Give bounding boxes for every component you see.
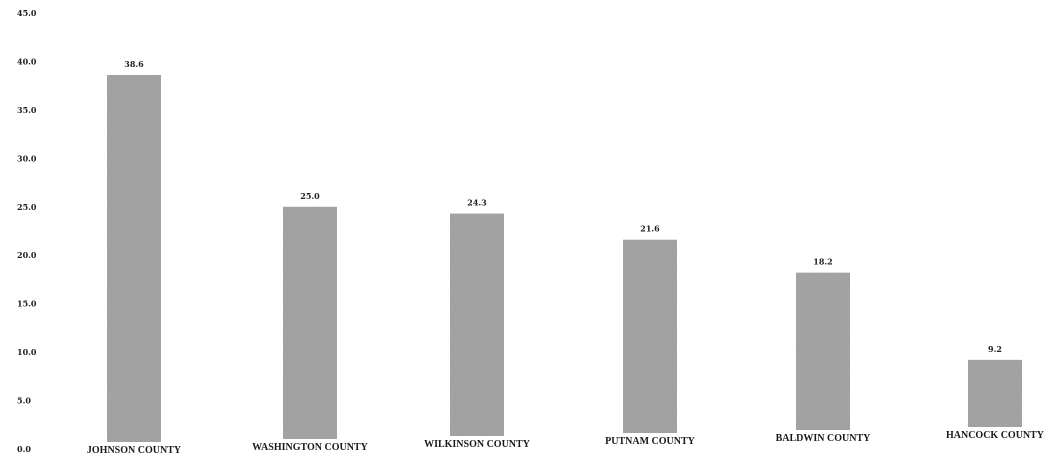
y-tick-label: 45.0 — [17, 8, 37, 18]
bar — [968, 359, 1022, 427]
bar-value-label: 24.3 — [467, 198, 487, 208]
y-tick-label: 10.0 — [17, 347, 37, 357]
y-tick-label: 40.0 — [17, 56, 37, 66]
y-tick-label: 0.0 — [17, 444, 31, 454]
x-category-label: WASHINGTON COUNTY — [252, 442, 368, 453]
x-category-label: BALDWIN COUNTY — [776, 433, 872, 444]
bar-value-label: 18.2 — [813, 257, 832, 267]
y-tick-label: 35.0 — [17, 105, 37, 115]
bar-value-label: 9.2 — [988, 344, 1002, 354]
bar — [107, 75, 161, 443]
bar-value-label: 38.6 — [124, 59, 144, 69]
bar-value-label: 25.0 — [300, 191, 320, 201]
x-category-label: WILKINSON COUNTY — [424, 439, 531, 450]
value-labels-group: 38.6 25.0 24.3 21.6 18.2 9.2 — [124, 59, 1002, 354]
x-axis: JOHNSON COUNTY WASHINGTON COUNTY WILKINSON… — [87, 430, 1045, 456]
x-category-label: HANCOCK COUNTY — [946, 430, 1045, 441]
bar — [623, 239, 677, 433]
bar — [283, 206, 337, 439]
y-tick-label: 30.0 — [17, 153, 37, 163]
y-tick-label: 5.0 — [17, 396, 31, 406]
bars-group — [107, 75, 1022, 443]
y-tick-label: 15.0 — [17, 299, 37, 309]
y-axis: 0.0 5.0 10.0 15.0 20.0 25.0 30.0 35.0 40.0 45.0 — [17, 8, 37, 454]
y-tick-label: 20.0 — [17, 250, 37, 260]
bar — [450, 213, 504, 436]
x-category-label: JOHNSON COUNTY — [87, 445, 182, 456]
x-category-label: PUTNAM COUNTY — [605, 436, 695, 447]
bar-value-label: 21.6 — [640, 224, 660, 234]
bar — [796, 272, 850, 430]
y-tick-label: 25.0 — [17, 202, 37, 212]
